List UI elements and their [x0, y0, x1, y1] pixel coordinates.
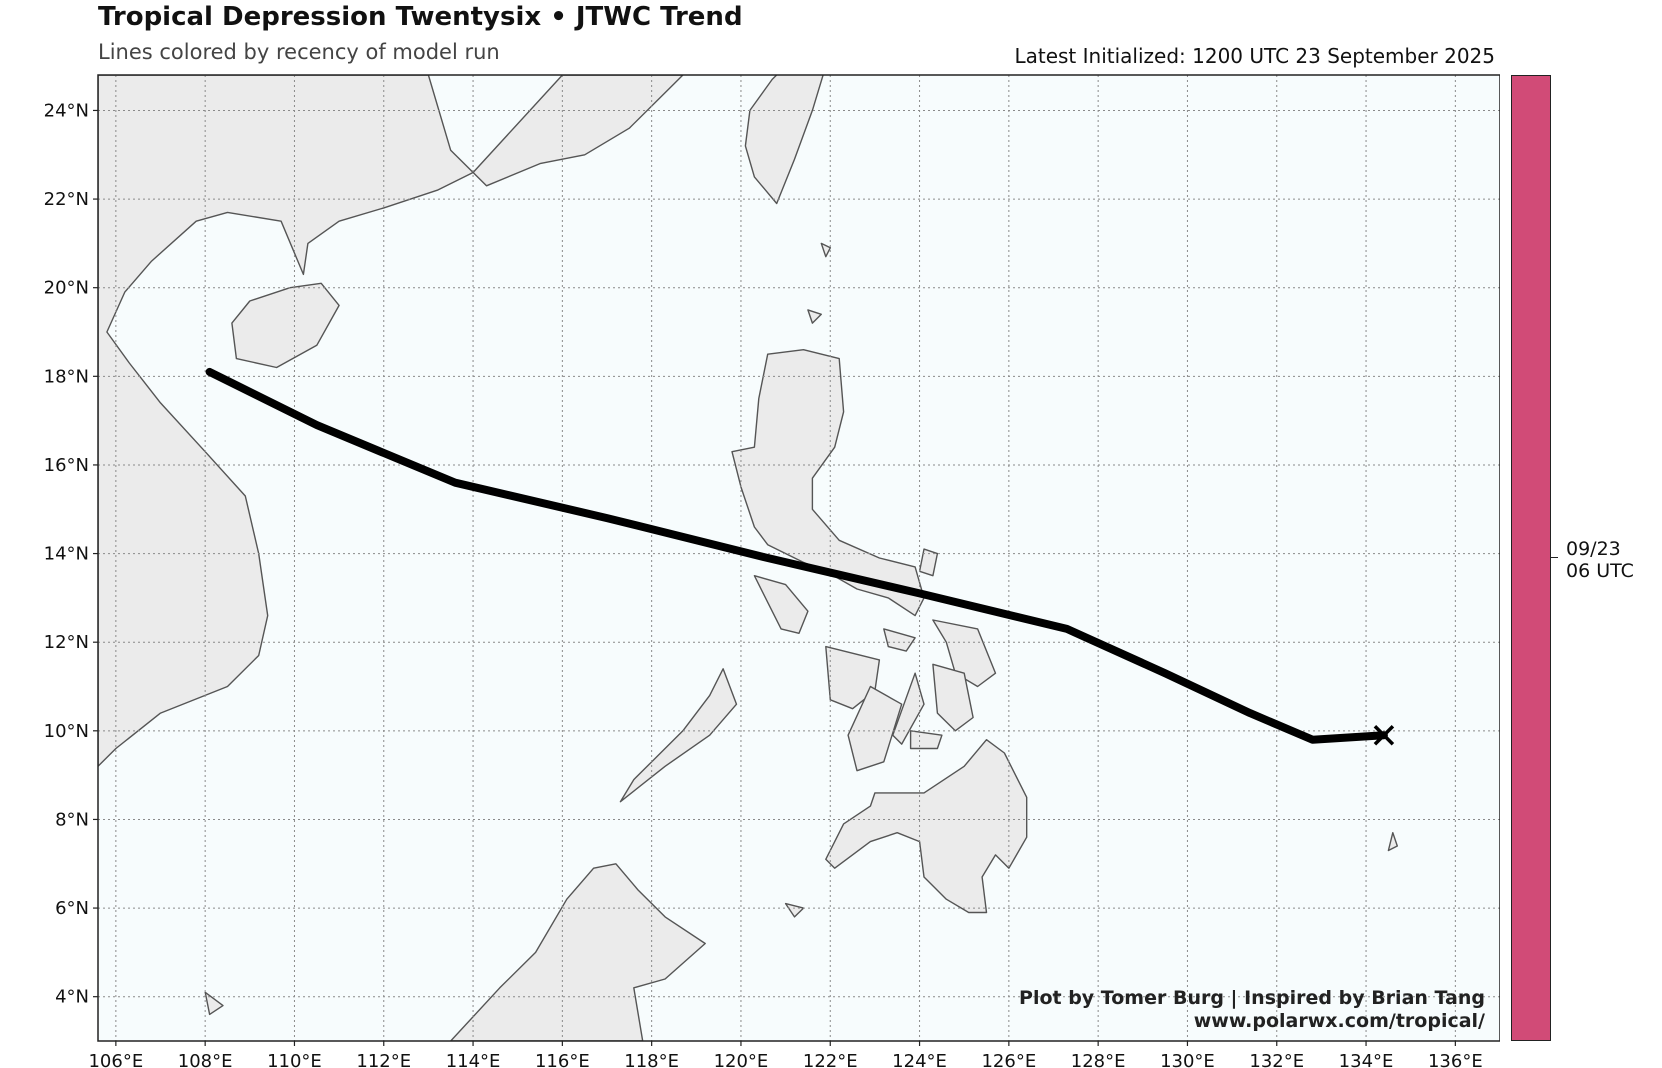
track-point: [1249, 712, 1251, 714]
credit-line-1: Plot by Tomer Burg | Inspired by Brian T…: [1019, 987, 1485, 1009]
lat-tick-label: 4°N: [55, 987, 89, 1008]
colorbar-label-time: 06 UTC: [1566, 560, 1634, 582]
colorbar: [1511, 75, 1551, 1041]
lon-tick-label: 112°E: [356, 1051, 411, 1068]
track-point: [454, 482, 456, 484]
track-point: [1164, 672, 1166, 674]
track-point: [767, 557, 769, 559]
land-cebu: [892, 672, 925, 745]
colorbar-label: 09/23 06 UTC: [1566, 538, 1634, 582]
land-palawan: [619, 668, 738, 803]
land-hainan: [231, 282, 340, 369]
colorbar-label-date: 09/23: [1566, 538, 1621, 560]
lon-tick-label: 118°E: [624, 1051, 679, 1068]
lon-tick-label: 128°E: [1071, 1051, 1126, 1068]
lon-tick-label: 108°E: [178, 1051, 233, 1068]
land-batanes: [820, 242, 831, 258]
axis-ticks: 106°E 108°E 110°E 112°E 114°E 116°E 118°E 120°E…: [44, 100, 1483, 1068]
lon-tick-label: 134°E: [1339, 1051, 1394, 1068]
lon-tick-label: 124°E: [892, 1051, 947, 1068]
land-negros: [847, 685, 903, 772]
current-position-x-marker: [1373, 725, 1395, 746]
lon-tick-label: 120°E: [714, 1051, 769, 1068]
track-point: [1066, 628, 1068, 630]
colorbar-tick: [1551, 557, 1558, 558]
land-natuna: [204, 991, 224, 1016]
lat-tick-label: 12°N: [44, 632, 89, 653]
latest-initialized: Latest Initialized: 1200 UTC 23 Septembe…: [1014, 44, 1495, 68]
track-point: [209, 371, 211, 373]
lat-tick-label: 18°N: [44, 366, 89, 387]
lon-tick-label: 106°E: [88, 1051, 143, 1068]
land-sulu: [784, 902, 805, 918]
land-bohol: [909, 730, 943, 750]
lon-tick-label: 116°E: [535, 1051, 590, 1068]
map-frame: [97, 74, 1500, 1042]
lat-tick-label: 8°N: [55, 809, 89, 830]
land-taiwan: [744, 75, 824, 205]
track-map: 106°E 108°E 110°E 112°E 114°E 116°E 118°E 120°E…: [44, 74, 1500, 1068]
track-point: [919, 592, 921, 594]
land-leyte: [932, 663, 974, 732]
track-point: [1311, 739, 1313, 741]
lon-tick-label: 110°E: [267, 1051, 322, 1068]
lat-tick-label: 20°N: [44, 278, 89, 299]
land-layer: [98, 75, 1399, 1041]
track-point: [606, 517, 608, 519]
lat-tick-label: 24°N: [44, 100, 89, 121]
land-mindanao: [825, 739, 1028, 914]
lon-tick-label: 114°E: [446, 1051, 501, 1068]
land-masbate: [883, 628, 916, 652]
lat-tick-label: 6°N: [55, 898, 89, 919]
lat-tick-label: 22°N: [44, 189, 89, 210]
lat-tick-label: 14°N: [44, 544, 89, 565]
track-point: [316, 424, 318, 426]
chart-title: Tropical Depression Twentysix • JTWC Tre…: [98, 2, 743, 32]
lon-tick-label: 132°E: [1249, 1051, 1304, 1068]
land-catanduanes: [918, 548, 939, 577]
lon-tick-label: 130°E: [1160, 1051, 1215, 1068]
land-southeast-asia: [98, 75, 684, 767]
chart-subtitle: Lines colored by recency of model run: [98, 40, 500, 64]
track-layer: [205, 367, 1395, 746]
land-samar: [932, 619, 997, 688]
land-babuyan: [807, 309, 822, 324]
land-luzon: [731, 349, 925, 617]
lon-tick-label: 136°E: [1428, 1051, 1483, 1068]
credit-line-2: www.polarwx.com/tropical/: [1193, 1010, 1485, 1032]
lon-tick-label: 122°E: [803, 1051, 858, 1068]
lon-tick-label: 126°E: [981, 1051, 1036, 1068]
lat-tick-label: 16°N: [44, 455, 89, 476]
lat-tick-label: 10°N: [44, 721, 89, 742]
gridlines: [98, 75, 1500, 1041]
land-mindoro: [753, 575, 809, 634]
land-palau: [1387, 832, 1399, 852]
